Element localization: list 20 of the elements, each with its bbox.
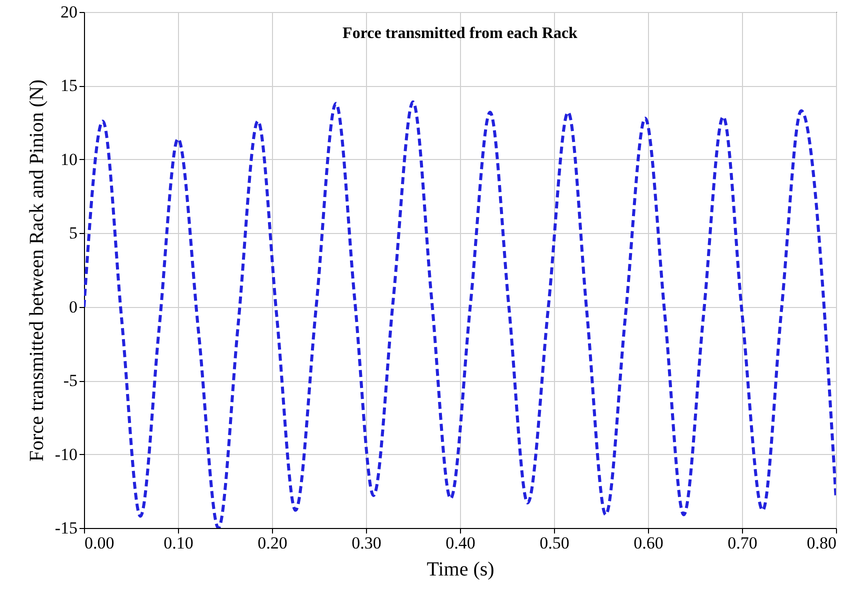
y-tick-label: 10: [60, 150, 78, 169]
x-tick-label: 0.10: [164, 534, 194, 552]
x-tick-label: 0.60: [634, 534, 664, 552]
y-tick-label: 20: [60, 2, 78, 22]
x-tick-label: 0.30: [352, 534, 382, 552]
x-tick-label: 0.40: [446, 534, 476, 552]
y-tick-label: 0: [69, 297, 78, 316]
text: Force transmitted from each Rack: [342, 25, 578, 42]
y-axis-title: Force transmitted between Rack and Pinion (N): [26, 79, 48, 462]
y-tick-label: -10: [54, 444, 78, 464]
x-tick-label: 0.50: [540, 534, 570, 552]
y-tick-label: 5: [69, 224, 78, 243]
x-axis-title: Time (s): [426, 558, 494, 580]
y-tick-label: -15: [54, 518, 78, 538]
y-tick-label: -5: [63, 371, 78, 390]
x-tick-label: 0.70: [728, 534, 758, 552]
x-tick-label: 0.00: [84, 534, 114, 552]
x-tick-label: 0.20: [258, 534, 288, 552]
y-tick-label: 15: [60, 76, 78, 96]
x-tick-label: 0.80: [806, 534, 836, 552]
